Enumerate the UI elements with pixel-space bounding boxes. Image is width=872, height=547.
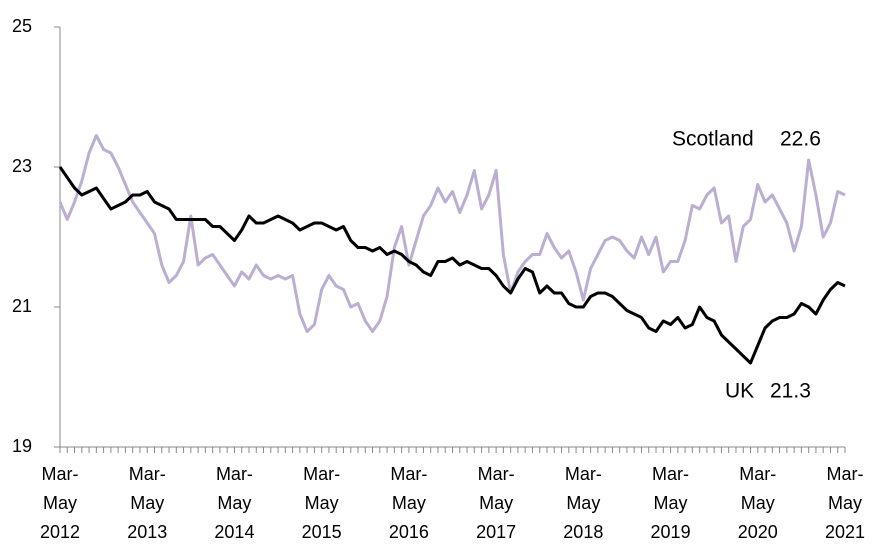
x-tick-label-line: Mar- bbox=[739, 464, 776, 484]
x-tick-label-line: May bbox=[43, 493, 77, 513]
series-label: UK bbox=[725, 380, 754, 403]
x-tick-label-line: 2014 bbox=[214, 522, 254, 542]
series-line bbox=[58, 134, 846, 333]
x-tick-label-line: 2016 bbox=[389, 522, 429, 542]
end-value-label: 22.6 bbox=[780, 128, 821, 151]
x-tick-label: Mar- May 2013 bbox=[127, 464, 167, 542]
y-tick-label: 23 bbox=[12, 156, 32, 176]
x-tick-label-line: 2012 bbox=[40, 522, 80, 542]
x-tick-label-line: Mar- bbox=[565, 464, 602, 484]
x-tick-label: Mar- May 2018 bbox=[563, 464, 603, 542]
x-tick-label: Mar- May 2016 bbox=[389, 464, 429, 542]
x-tick-label-line: 2020 bbox=[738, 522, 778, 542]
x-tick-label-line: 2021 bbox=[825, 522, 865, 542]
series-label: Scotland bbox=[672, 128, 754, 151]
x-tick-label-line: 2013 bbox=[127, 522, 167, 542]
x-tick-label-line: 2017 bbox=[476, 522, 516, 542]
y-tick-label: 19 bbox=[12, 436, 32, 456]
y-tick-label: 25 bbox=[12, 16, 32, 36]
x-tick-label: Mar- May 2012 bbox=[40, 464, 80, 542]
x-tick-label: Mar- May 2017 bbox=[476, 464, 516, 542]
x-tick-label-line: 2018 bbox=[563, 522, 603, 542]
x-tick-label-line: May bbox=[130, 493, 164, 513]
x-tick-label-line: Mar- bbox=[390, 464, 427, 484]
x-tick-label-line: 2015 bbox=[302, 522, 342, 542]
x-tick-label-line: May bbox=[305, 493, 339, 513]
x-tick-label-line: May bbox=[479, 493, 513, 513]
x-tick-label-line: Mar- bbox=[216, 464, 253, 484]
x-tick-label: Mar- May 2021 bbox=[825, 464, 865, 542]
x-tick-label: Mar- May 2020 bbox=[738, 464, 778, 542]
x-tick-label-line: May bbox=[566, 493, 600, 513]
x-tick-label-line: Mar- bbox=[652, 464, 689, 484]
x-tick-label: Mar- May 2014 bbox=[214, 464, 254, 542]
x-tick-label-line: Mar- bbox=[129, 464, 166, 484]
x-tick-label-line: Mar- bbox=[303, 464, 340, 484]
x-tick-label-line: 2019 bbox=[651, 522, 691, 542]
series-line bbox=[58, 166, 846, 365]
x-tick-label-line: May bbox=[217, 493, 251, 513]
x-tick-label-line: May bbox=[741, 493, 775, 513]
x-tick-label-line: Mar- bbox=[827, 464, 864, 484]
y-tick-label: 21 bbox=[12, 296, 32, 316]
x-tick-label-line: Mar- bbox=[478, 464, 515, 484]
x-tick-label: Mar- May 2019 bbox=[651, 464, 691, 542]
x-tick-label-line: May bbox=[392, 493, 426, 513]
x-tick-label: Mar- May 2015 bbox=[302, 464, 342, 542]
end-value-label: 21.3 bbox=[770, 380, 811, 403]
x-tick-label-line: May bbox=[654, 493, 688, 513]
x-tick-label-line: Mar- bbox=[42, 464, 79, 484]
x-tick-label-line: May bbox=[828, 493, 862, 513]
